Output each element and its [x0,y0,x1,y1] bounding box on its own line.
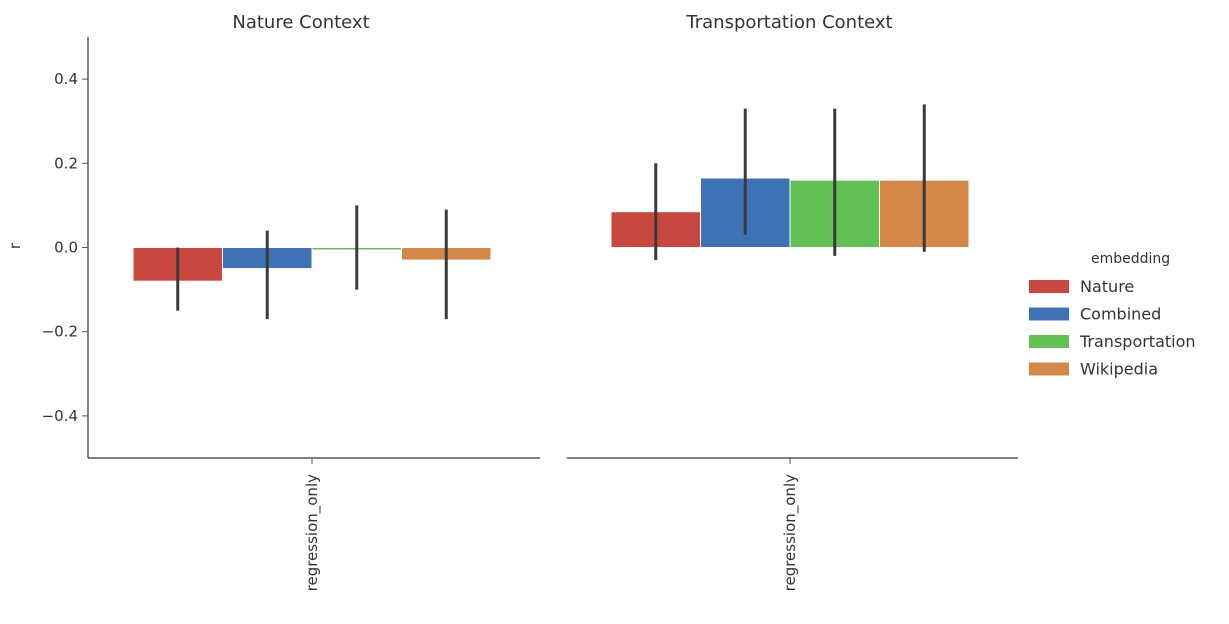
y-tick-label: −0.4 [42,407,78,425]
y-tick-label: 0.4 [54,70,78,88]
x-tick-label: regression_only [303,474,322,591]
panel-nature-context: Nature Context regression_only [88,12,540,591]
legend-swatch [1029,335,1069,348]
legend-swatch [1029,362,1069,376]
panel-transportation-context: Transportation Context regression_only [567,12,1018,591]
legend-item-nature: Nature [1029,277,1134,296]
legend-item-combined: Combined [1029,305,1161,324]
legend-title: embedding [1091,251,1170,267]
legend: embedding Nature Combined Transportation Wik… [1029,251,1196,379]
y-tick-label: 0.0 [54,239,78,257]
y-tick-label: 0.2 [54,154,78,172]
panel-title: Transportation Context [685,12,892,33]
legend-item-transportation: Transportation [1029,332,1196,351]
legend-swatch [1029,280,1069,293]
chart-panels: 0.4 0.2 0.0 −0.2 −0.4 r Nature Context regressi… [6,12,1018,591]
legend-label: Transportation [1079,332,1196,351]
legend-label: Nature [1080,277,1134,296]
legend-item-wikipedia: Wikipedia [1029,360,1158,379]
legend-label: Wikipedia [1080,360,1158,379]
y-axis-label: r [6,242,24,249]
x-tick-label: regression_only [781,474,800,591]
legend-swatch [1029,307,1069,321]
panel-title: Nature Context [232,12,369,33]
legend-label: Combined [1080,305,1161,324]
y-tick-label: −0.2 [42,323,78,341]
